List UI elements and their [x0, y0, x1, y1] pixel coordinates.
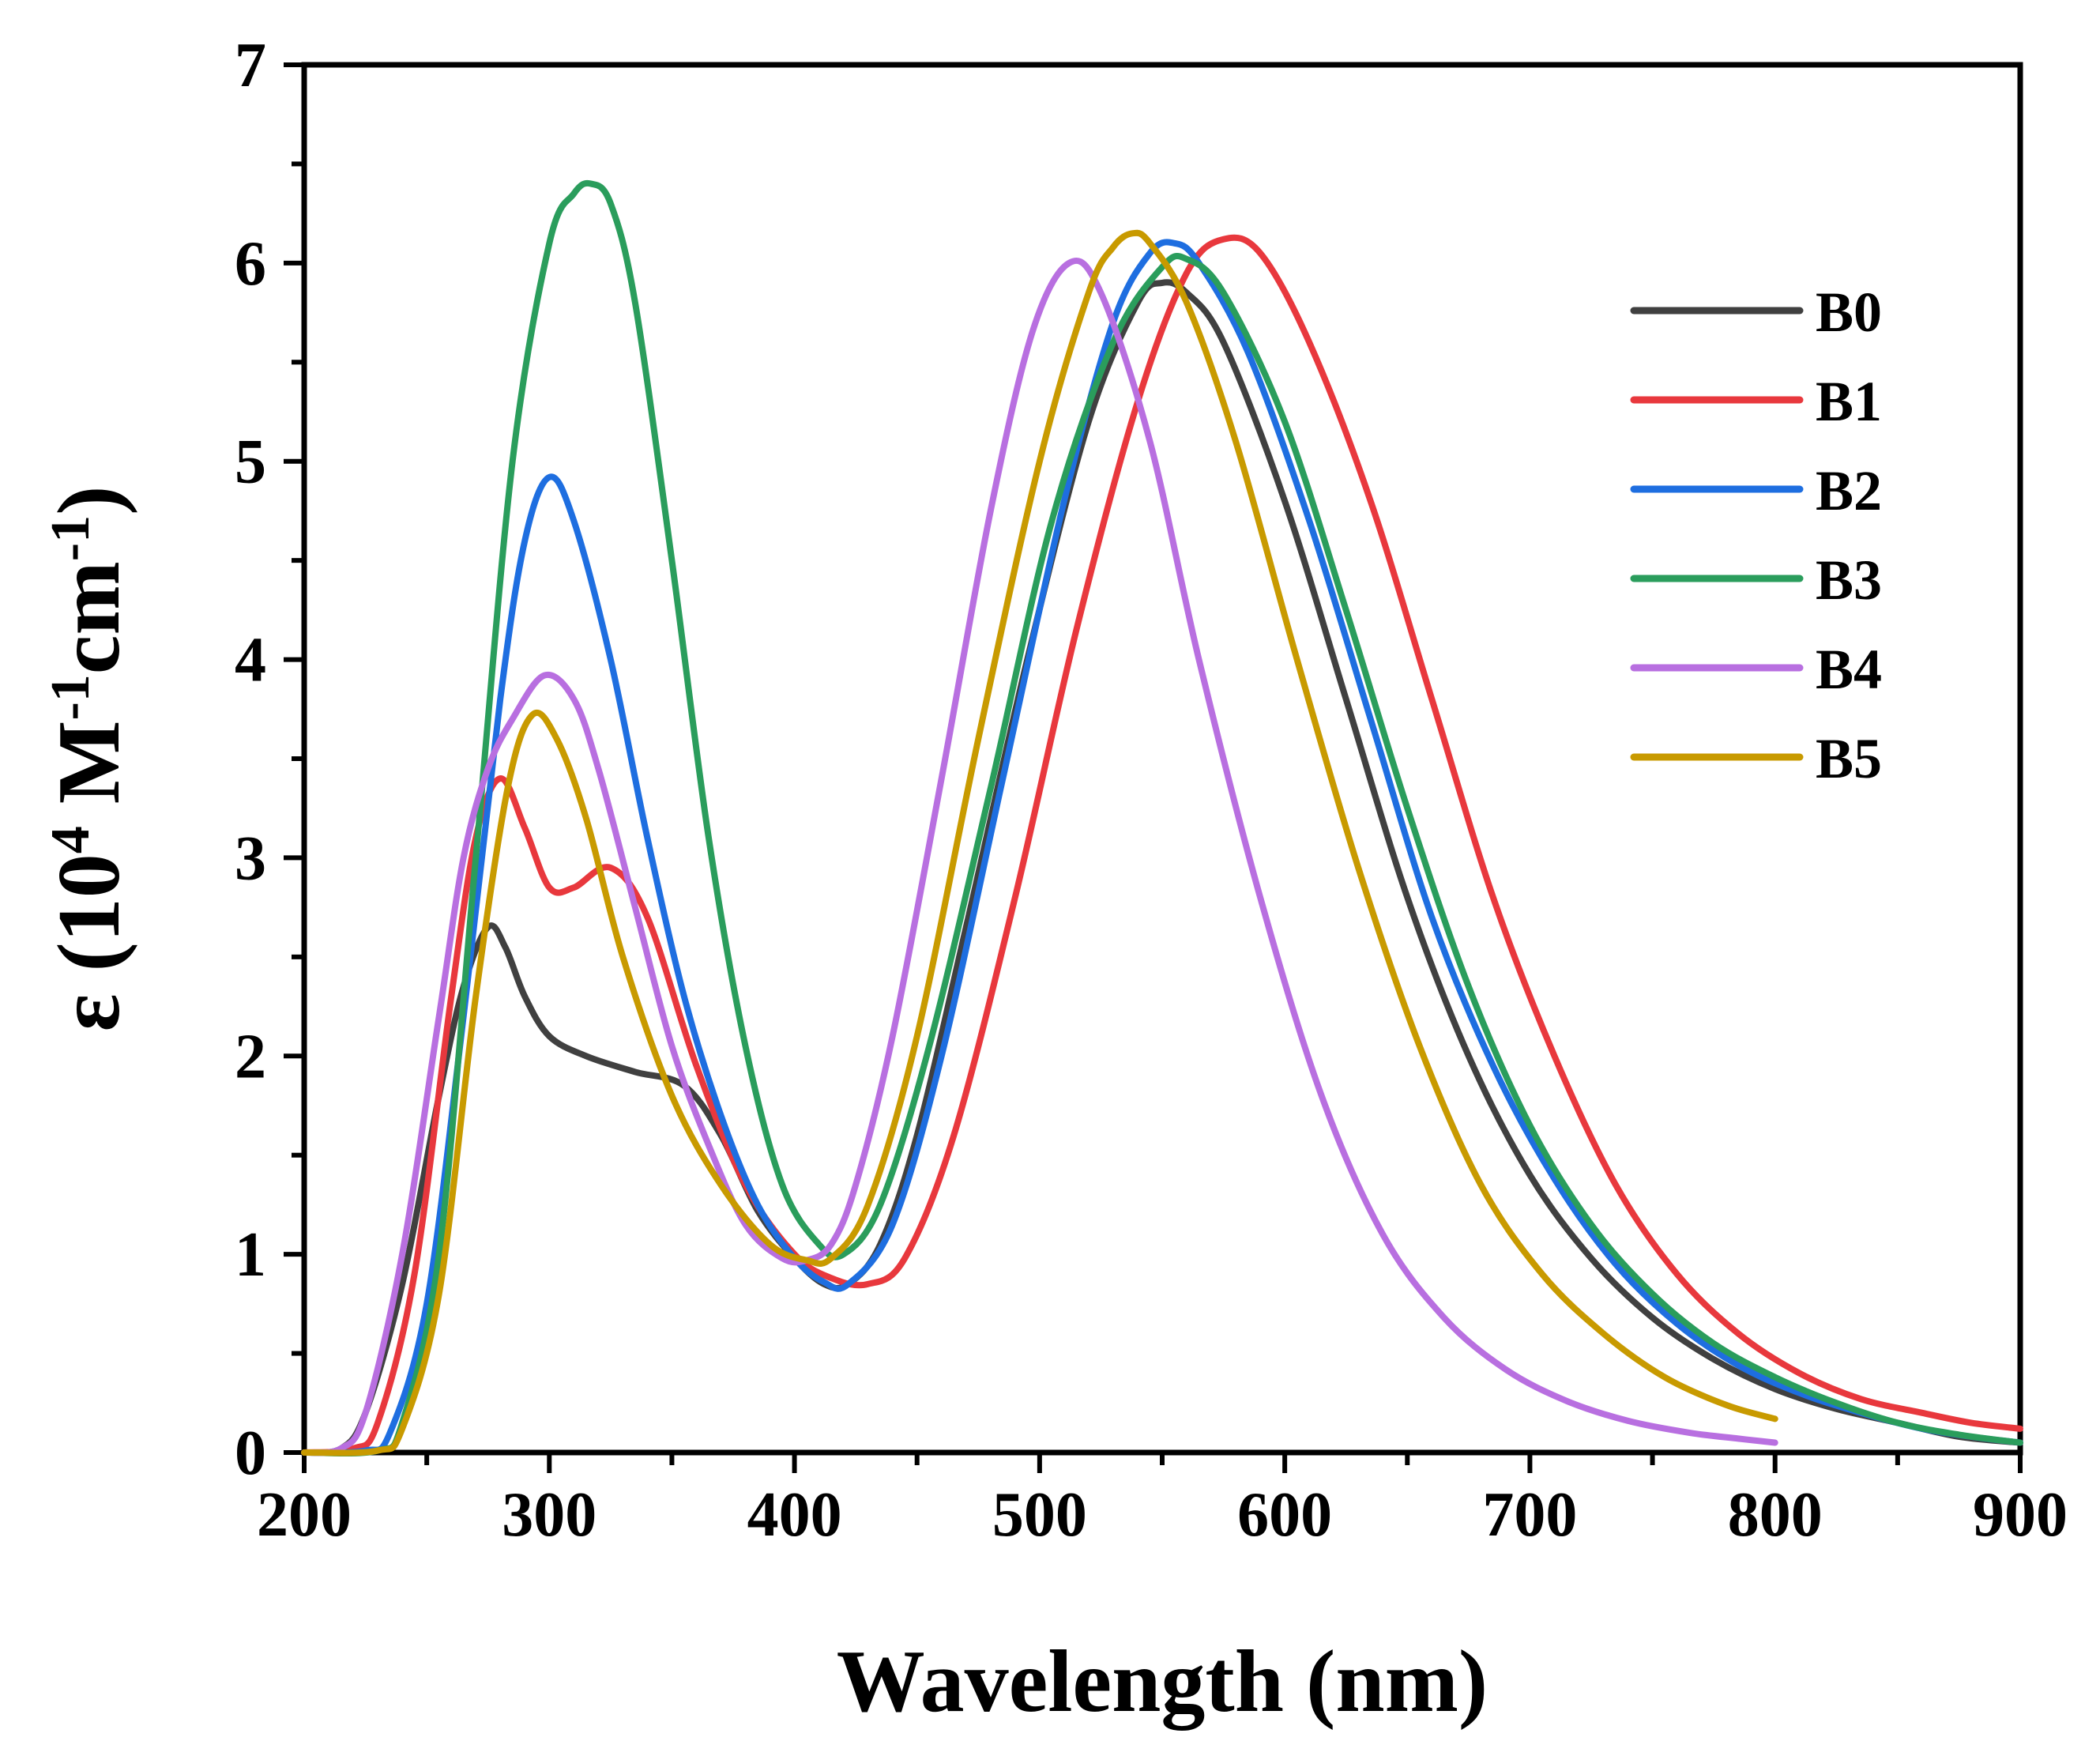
legend-label-b0: B0	[1816, 281, 1882, 344]
x-tick-label: 900	[1973, 1480, 2068, 1550]
legend-label-b2: B2	[1816, 459, 1882, 522]
tick-labels: 200 300 400 500 600 700 800 900 0 1 2 3 4 5 6 7	[235, 31, 2068, 1550]
y-tick-label: 1	[235, 1220, 266, 1290]
y-axis-title-mid2: cm	[40, 561, 138, 674]
y-tick-label: 2	[235, 1022, 266, 1091]
y-tick-label: 0	[235, 1419, 266, 1488]
y-axis-title-mid1: M	[40, 721, 138, 827]
series-line-b3	[301, 179, 2023, 1456]
y-axis-title: ε (104 M-1cm-1)	[40, 486, 139, 1032]
y-axis-title-suffix: )	[40, 486, 138, 515]
series-lines	[301, 179, 2023, 1456]
y-axis-title-sup2: -1	[40, 674, 101, 720]
x-tick-label: 700	[1482, 1480, 1577, 1550]
series-line-b0	[301, 279, 2023, 1456]
x-tick-label: 500	[992, 1480, 1087, 1550]
x-axis-title: Wavelength (nm)	[837, 1633, 1488, 1731]
x-tick-label: 600	[1237, 1480, 1332, 1550]
legend-label-b5: B5	[1816, 727, 1882, 790]
legend-label-b1: B1	[1816, 370, 1882, 433]
y-axis-title-prefix: ε (10	[40, 854, 138, 1031]
x-tick-label: 300	[502, 1480, 597, 1550]
y-tick-label: 5	[235, 428, 266, 497]
x-tick-label: 400	[747, 1480, 842, 1550]
legend: B0 B1 B2 B3 B4 B5	[1630, 281, 1882, 790]
y-axis-title-sup3: -1	[40, 515, 101, 561]
y-tick-label: 7	[235, 31, 266, 100]
x-tick-label: 800	[1728, 1480, 1823, 1550]
legend-label-b3: B3	[1816, 548, 1882, 612]
x-tick-label: 200	[257, 1480, 352, 1550]
y-tick-label: 6	[235, 229, 266, 299]
series-line-b1	[301, 234, 2023, 1456]
series-line-b4	[301, 257, 1778, 1456]
y-tick-label: 4	[235, 626, 266, 695]
series-line-b5	[301, 229, 1778, 1456]
series-line-b2	[301, 239, 2023, 1456]
axis-ticks	[284, 62, 2023, 1473]
y-axis-title-sup1: 4	[40, 826, 101, 854]
legend-label-b4: B4	[1816, 638, 1882, 701]
y-tick-label: 3	[235, 823, 266, 893]
